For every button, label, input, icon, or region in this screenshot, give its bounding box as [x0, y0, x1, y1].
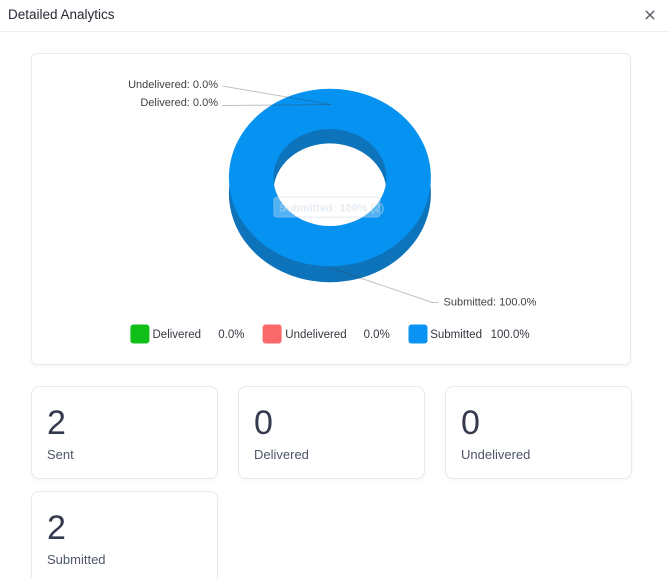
svg-text:Undelivered: Undelivered — [285, 329, 346, 341]
svg-text:Submitted: 100.0%: Submitted: 100.0% — [444, 296, 537, 308]
svg-text:0.0%: 0.0% — [364, 329, 390, 341]
svg-text:Submitted: 100% (2): Submitted: 100% (2) — [279, 203, 384, 215]
svg-text:Undelivered: 0.0%: Undelivered: 0.0% — [128, 79, 218, 91]
svg-text:Submitted: Submitted — [430, 329, 482, 341]
svg-text:Delivered: Delivered — [153, 329, 202, 341]
svg-text:Delivered: 0.0%: Delivered: 0.0% — [140, 97, 218, 109]
svg-text:0.0%: 0.0% — [218, 329, 244, 341]
svg-text:100.0%: 100.0% — [491, 329, 530, 341]
